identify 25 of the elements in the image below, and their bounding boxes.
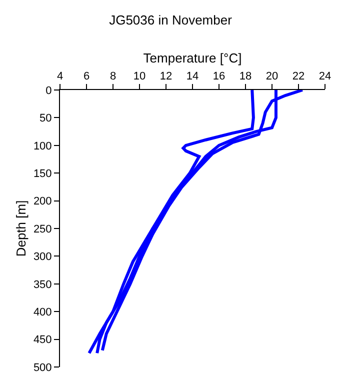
y-tick-label: 450 (33, 334, 52, 346)
x-tick-label: 10 (133, 70, 146, 83)
y-tick-label: 150 (33, 168, 52, 180)
x-tick-label: 20 (266, 70, 278, 83)
y-tick-label: 50 (40, 112, 52, 125)
x-axis-title: Temperature [°C] (143, 50, 242, 66)
y-tick-label: 100 (33, 140, 52, 152)
x-tick-label: 6 (83, 70, 90, 83)
y-tick-label: 200 (33, 196, 52, 208)
x-tick-label: 22 (292, 70, 305, 83)
x-tick-label: 14 (186, 70, 199, 83)
x-tick-label: 4 (56, 70, 64, 83)
x-tick-label: 12 (160, 70, 172, 83)
y-tick-label: 300 (33, 251, 52, 264)
x-tick-label: 18 (239, 70, 252, 83)
y-tick-label: 350 (33, 278, 52, 291)
y-tick-label: 500 (33, 362, 52, 374)
chart-title: JG5036 in November (109, 12, 233, 28)
y-tick-label: 400 (33, 306, 52, 318)
x-tick-label: 16 (212, 70, 226, 83)
y-tick-label: 0 (46, 84, 52, 97)
x-tick-label: 8 (110, 70, 116, 83)
x-tick-label: 24 (318, 70, 332, 83)
y-axis-title: Depth [m] (13, 200, 28, 257)
y-tick-label: 250 (33, 223, 52, 236)
